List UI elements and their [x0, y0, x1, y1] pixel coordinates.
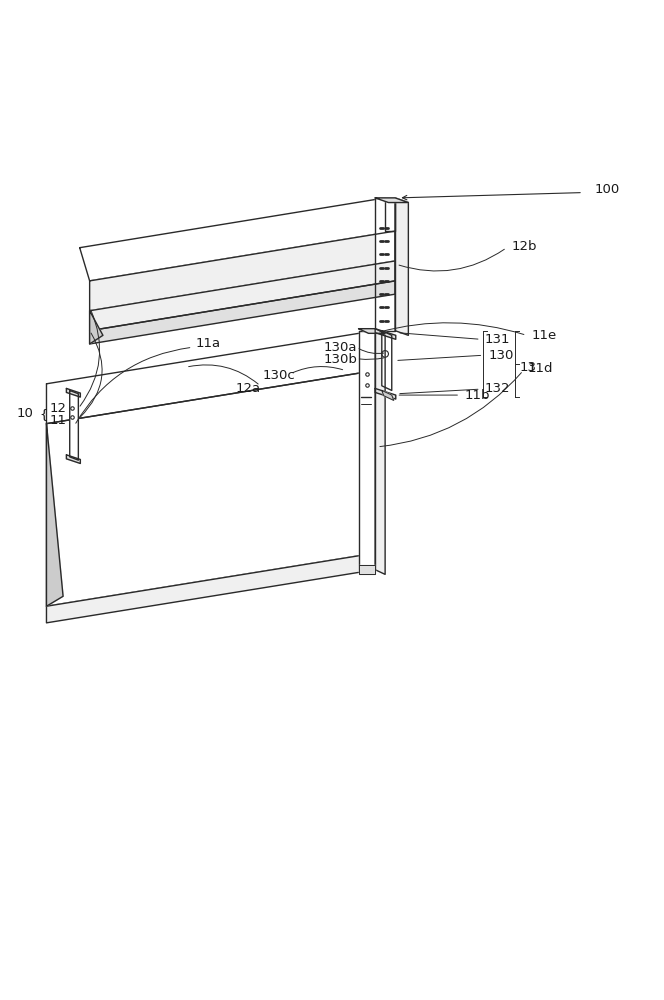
Polygon shape	[395, 198, 408, 335]
Polygon shape	[90, 261, 395, 331]
Polygon shape	[90, 231, 395, 311]
Text: 130b: 130b	[323, 353, 357, 366]
Polygon shape	[359, 565, 375, 574]
Text: 11e: 11e	[531, 329, 556, 342]
Polygon shape	[375, 329, 396, 339]
Text: 12a: 12a	[236, 382, 261, 395]
Text: {: {	[40, 409, 48, 422]
Polygon shape	[375, 331, 385, 574]
Text: 130: 130	[489, 349, 514, 362]
Text: 11: 11	[50, 414, 67, 427]
Polygon shape	[90, 311, 103, 344]
Text: 131: 131	[485, 333, 510, 346]
Polygon shape	[66, 455, 80, 463]
Polygon shape	[46, 424, 63, 606]
Polygon shape	[359, 331, 375, 570]
Polygon shape	[382, 390, 394, 400]
Polygon shape	[46, 331, 375, 424]
Text: 11d: 11d	[528, 362, 553, 375]
Polygon shape	[375, 388, 396, 399]
Text: 130a: 130a	[323, 341, 357, 354]
Polygon shape	[359, 329, 385, 333]
Polygon shape	[382, 331, 392, 390]
Text: 12: 12	[50, 402, 67, 415]
Polygon shape	[66, 388, 80, 397]
Text: 132: 132	[485, 382, 510, 395]
Polygon shape	[375, 198, 408, 203]
Polygon shape	[375, 198, 395, 331]
Text: 13: 13	[519, 361, 537, 374]
Text: 100: 100	[594, 183, 620, 196]
Polygon shape	[385, 198, 395, 231]
Polygon shape	[70, 390, 78, 460]
Polygon shape	[46, 553, 375, 623]
Polygon shape	[90, 281, 395, 344]
Text: 12b: 12b	[511, 240, 537, 253]
Polygon shape	[46, 371, 375, 606]
Text: 130c: 130c	[262, 369, 295, 382]
Polygon shape	[80, 198, 395, 281]
Text: 11b: 11b	[465, 389, 490, 402]
Text: 10: 10	[17, 407, 33, 420]
Text: 11a: 11a	[196, 337, 221, 350]
